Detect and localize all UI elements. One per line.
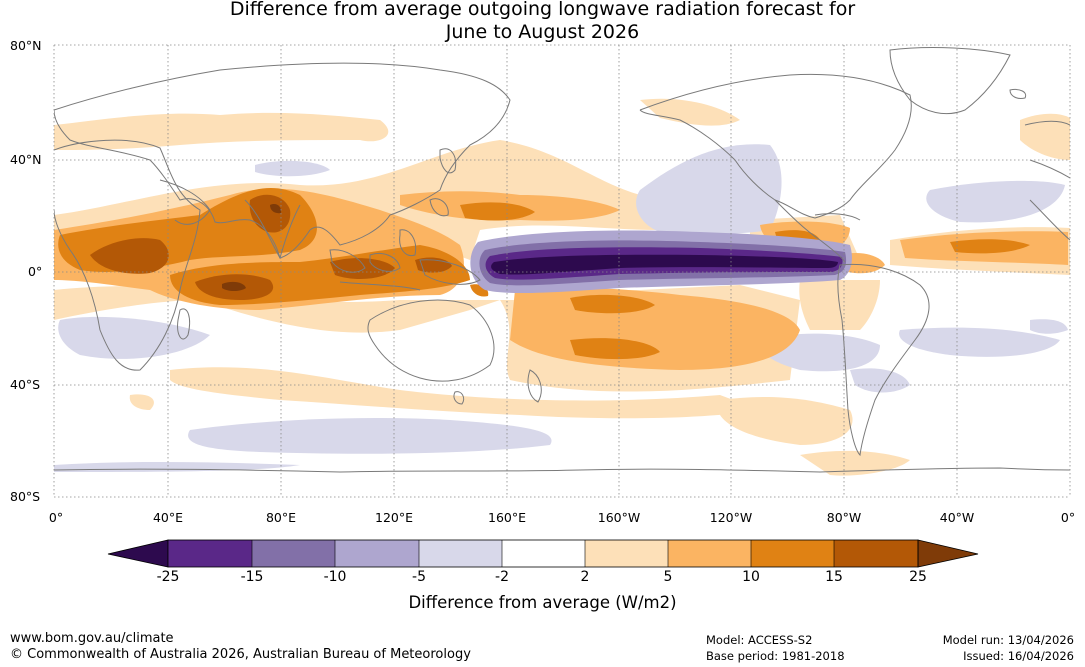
website-link[interactable]: www.bom.gov.au/climate (10, 631, 174, 646)
coastlines (54, 47, 1070, 473)
lat-label-40s: 40°S (10, 377, 41, 392)
colorbar-label: Difference from average (W/m2) (408, 593, 677, 612)
colorbar-extend-high (917, 539, 979, 568)
lat-label-80n: 80°N (10, 38, 42, 53)
lon-label-40e: 40°E (152, 510, 184, 525)
model-run-date: Model run: 13/04/2026 (942, 633, 1074, 647)
lon-label-40w: 40°W (939, 510, 975, 525)
colorbar-tick: -2 (495, 569, 509, 585)
colorbar (107, 539, 979, 568)
colorbar-tick: 10 (742, 569, 760, 585)
anomaly-band-above-25 (222, 203, 282, 291)
lon-label-160w: 160°W (597, 510, 641, 525)
lon-label-80w: 80°W (826, 510, 862, 525)
colorbar-tick: -10 (323, 569, 347, 585)
copyright-text: © Commonwealth of Australia 2026, Austra… (10, 647, 471, 662)
graticule (53, 44, 1071, 498)
colorbar-tick: 5 (663, 569, 673, 585)
anomaly-band-neg2-to-neg5 (54, 144, 1068, 472)
lat-label-80s: 80°S (10, 489, 41, 504)
colorbar-extend-low (107, 539, 169, 568)
lon-label-120w: 120°W (709, 510, 753, 525)
lon-label-120e: 120°E (374, 510, 414, 525)
model-name: Model: ACCESS-S2 (706, 633, 813, 647)
lat-label-40n: 40°N (10, 152, 42, 167)
colorbar-bin-15-25 (834, 540, 918, 567)
lon-label-0-right: 0° (1060, 510, 1076, 525)
colorbar-bin-5-10 (668, 540, 751, 567)
map-title: Difference from average outgoing longwav… (0, 0, 1085, 44)
colorbar-tick: -25 (156, 569, 180, 585)
colorbar-tick: 2 (580, 569, 590, 585)
colorbar-bin-neg10-neg5 (335, 540, 419, 567)
colorbar-bin-neg15-neg10 (252, 540, 335, 567)
colorbar-bin-2-5 (585, 540, 668, 567)
title-line-1: Difference from average outgoing longwav… (229, 0, 856, 20)
colorbar-bin-10-15 (751, 540, 834, 567)
equatorial-negative-tongue (470, 230, 852, 294)
colorbar-tick: -5 (412, 569, 426, 585)
lat-label-0: 0° (28, 264, 43, 279)
colorbar-bin-neg25-neg15 (168, 540, 252, 567)
colorbar-tick: -15 (240, 569, 264, 585)
lon-label-0-left: 0° (48, 510, 64, 525)
colorbar-tick: 25 (909, 569, 927, 585)
lon-label-80e: 80°E (265, 510, 297, 525)
colorbar-tick: 15 (825, 569, 843, 585)
lon-label-160e: 160°E (487, 510, 527, 525)
colorbar-bin-neg2-2 (502, 540, 585, 567)
title-line-2: June to August 2026 (445, 21, 640, 43)
base-period: Base period: 1981-2018 (706, 649, 845, 663)
colorbar-bin-neg5-neg2 (419, 540, 502, 567)
issued-date: Issued: 16/04/2026 (963, 649, 1074, 663)
